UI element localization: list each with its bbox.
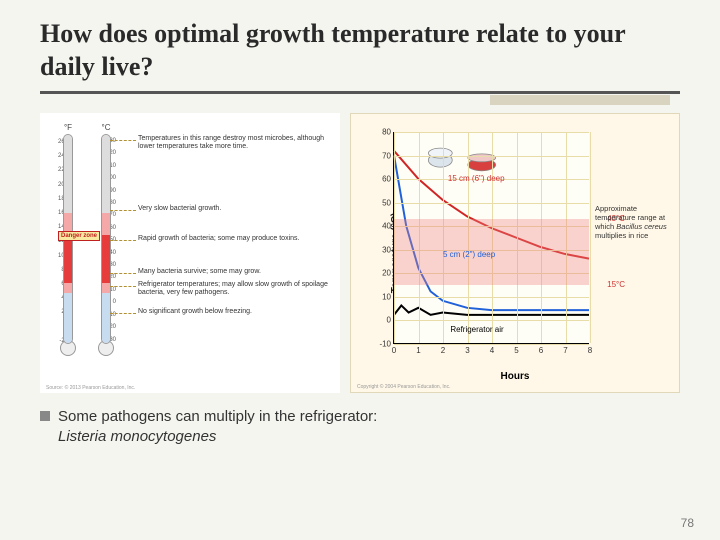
slide-title: How does optimal growth temperature rela…	[40, 18, 680, 83]
graph-area: -100102030405060708001234567843°C15°C15 …	[393, 132, 589, 344]
right-copyright: Copyright © 2004 Pearson Education, Inc.	[357, 384, 450, 390]
bullet-item: Some pathogens can multiply in the refri…	[40, 407, 380, 446]
title-rule	[40, 91, 680, 94]
thermo-annotation: Refrigerator temperatures; may allow slo…	[138, 281, 336, 297]
danger-zone-label: Danger zone	[58, 231, 100, 241]
thermo-annotation: Temperatures in this range destroy most …	[138, 135, 336, 151]
bullet-text: Some pathogens can multiply in the refri…	[58, 407, 380, 446]
thermo-annotation: No significant growth below freezing.	[138, 308, 336, 316]
left-copyright: Source: © 2013 Pearson Education, Inc.	[46, 385, 135, 391]
page-number: 78	[681, 516, 694, 530]
side-annot-species: Bacillus cereus	[616, 222, 666, 231]
thermo-annotation: Many bacteria survive; some may grow.	[138, 268, 336, 276]
bullet-marker	[40, 411, 50, 421]
side-annotation: Approximate temperature range at which B…	[595, 204, 675, 240]
side-annot-tail: multiplies in rice	[595, 231, 648, 240]
thermometer-chart: 260240220200180160140120100806040200-20 …	[40, 113, 340, 393]
x-axis-label: Hours	[501, 371, 530, 382]
title-accent	[490, 95, 670, 105]
cooling-curve-chart: Temperature (°C) -1001020304050607080012…	[350, 113, 680, 393]
thermo-annotation: Rapid growth of bacteria; some may produ…	[138, 235, 336, 243]
c-unit: °C	[102, 123, 111, 132]
bullet-prefix: Some pathogens can multiply in the refri…	[58, 408, 377, 425]
thermo-annotation: Very slow bacterial growth.	[138, 205, 336, 213]
charts-row: 260240220200180160140120100806040200-20 …	[40, 113, 680, 393]
bullet-species: Listeria monocytogenes	[58, 428, 216, 445]
f-unit: °F	[64, 123, 72, 132]
